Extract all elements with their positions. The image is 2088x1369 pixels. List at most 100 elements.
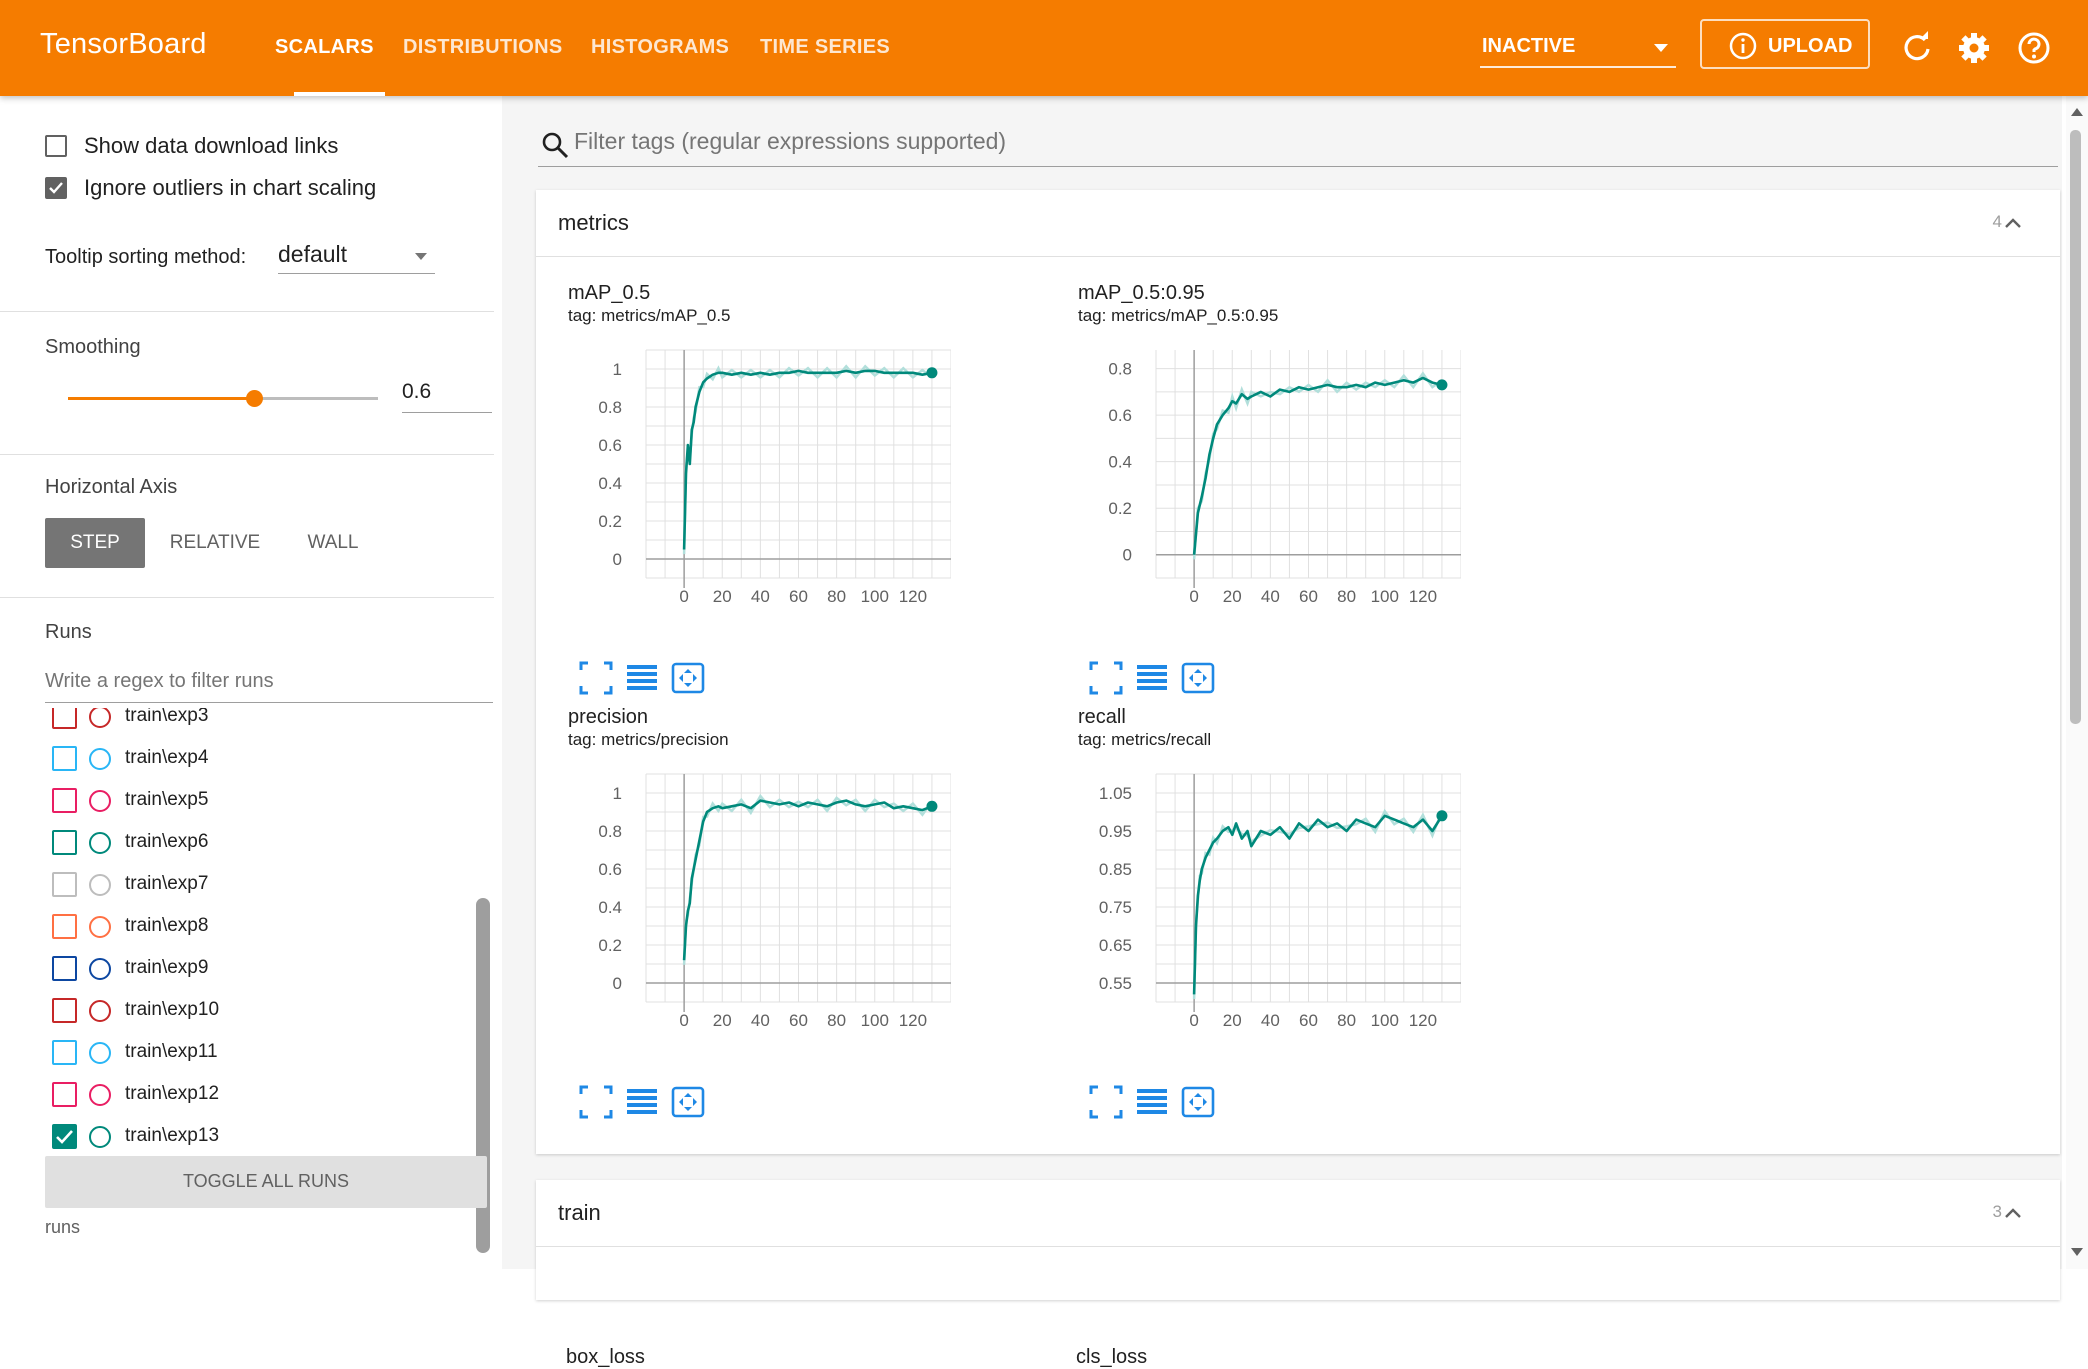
- axis-step-button[interactable]: STEP: [45, 518, 145, 568]
- tooltip-sorting-select[interactable]: default: [278, 239, 435, 274]
- scroll-up-icon[interactable]: [2071, 108, 2083, 116]
- run-item[interactable]: train\exp4: [50, 738, 470, 780]
- fit-domain-icon[interactable]: [1180, 660, 1216, 696]
- scalar-chart: recall tag: metrics/recall 0.55 0.65 0.75 0.8…: [1046, 706, 1546, 1126]
- tab-distributions[interactable]: DISTRIBUTIONS: [403, 36, 563, 58]
- chart-tag: tag: metrics/precision: [568, 730, 729, 749]
- run-color-icon[interactable]: [89, 1126, 111, 1148]
- y-tick-label: 0.8: [598, 822, 622, 841]
- run-label: train\exp3: [125, 708, 209, 726]
- last-point-marker: [926, 367, 938, 379]
- smoothing-slider-thumb[interactable]: [246, 390, 263, 407]
- x-tick-label: 0: [679, 587, 688, 602]
- run-color-icon[interactable]: [89, 874, 111, 896]
- run-item[interactable]: train\exp6: [50, 822, 470, 864]
- run-color-icon[interactable]: [89, 708, 111, 728]
- run-item[interactable]: train\exp11: [50, 1032, 470, 1074]
- log-scale-icon[interactable]: [624, 660, 660, 696]
- checkbox-unchecked-icon[interactable]: [52, 746, 77, 771]
- run-item[interactable]: train\exp9: [50, 948, 470, 990]
- fit-domain-icon[interactable]: [1180, 1084, 1216, 1120]
- run-item[interactable]: train\exp13: [50, 1116, 470, 1158]
- x-tick-label: 60: [1299, 1011, 1318, 1026]
- log-scale-icon[interactable]: [1134, 660, 1170, 696]
- section-header[interactable]: train 3: [536, 1180, 2060, 1247]
- fullscreen-icon[interactable]: [578, 1084, 614, 1120]
- settings-icon[interactable]: [1956, 30, 1992, 66]
- x-tick-label: 40: [751, 587, 770, 602]
- toggle-all-runs-button[interactable]: TOGGLE ALL RUNS: [45, 1156, 487, 1208]
- tab-time-series[interactable]: TIME SERIES: [760, 36, 890, 58]
- checkbox-unchecked-icon[interactable]: [52, 1040, 77, 1065]
- axis-relative-button[interactable]: RELATIVE: [169, 532, 261, 553]
- chart-plot[interactable]: 0 0.2 0.4 0.6 0.8 0 20 40 60 80 100 120: [1046, 332, 1461, 602]
- run-item[interactable]: train\exp3: [50, 708, 470, 738]
- log-scale-icon[interactable]: [1134, 1084, 1170, 1120]
- page-scrollbar-thumb[interactable]: [2070, 130, 2081, 724]
- y-tick-label: 0.6: [1108, 406, 1132, 425]
- chart-plot[interactable]: 0 0.2 0.4 0.6 0.8 1 0 20 40 60 80 100 120: [536, 756, 951, 1026]
- log-scale-icon[interactable]: [624, 1084, 660, 1120]
- checkbox-unchecked-icon[interactable]: [52, 1082, 77, 1107]
- run-item[interactable]: train\exp12: [50, 1074, 470, 1116]
- chart-plot[interactable]: 0.55 0.65 0.75 0.85 0.95 1.05 0 20 40 60 80 100 120: [1046, 756, 1461, 1026]
- run-color-icon[interactable]: [89, 832, 111, 854]
- checkbox-unchecked-icon[interactable]: [52, 830, 77, 855]
- chart-title: precision: [568, 706, 649, 728]
- run-item[interactable]: train\exp5: [50, 780, 470, 822]
- run-item[interactable]: train\exp8: [50, 906, 470, 948]
- x-tick-label: 120: [899, 1011, 927, 1026]
- series-line: [682, 799, 933, 961]
- y-tick-label: 0.8: [598, 398, 622, 417]
- run-color-icon[interactable]: [89, 916, 111, 938]
- run-color-icon[interactable]: [89, 1084, 111, 1106]
- tab-scalars[interactable]: SCALARS: [275, 36, 374, 58]
- run-color-icon[interactable]: [89, 958, 111, 980]
- checkbox-unchecked-icon[interactable]: [52, 914, 77, 939]
- fullscreen-icon[interactable]: [578, 660, 614, 696]
- checkbox-unchecked-icon[interactable]: [52, 956, 77, 981]
- run-label: train\exp9: [125, 957, 209, 978]
- checkbox-unchecked-icon[interactable]: [52, 708, 77, 729]
- chevron-up-icon[interactable]: [2004, 216, 2022, 230]
- checkbox-unchecked-icon[interactable]: [52, 788, 77, 813]
- section-count: 4: [1992, 212, 2002, 231]
- checkbox-unchecked-icon[interactable]: [52, 872, 77, 897]
- upload-button[interactable]: UPLOAD: [1700, 19, 1870, 69]
- smoothing-label: Smoothing: [45, 336, 141, 358]
- chevron-up-icon[interactable]: [2004, 1206, 2022, 1220]
- run-item[interactable]: train\exp7: [50, 864, 470, 906]
- checkbox-checked-icon[interactable]: [52, 1124, 77, 1149]
- run-item[interactable]: train\exp10: [50, 990, 470, 1032]
- run-label: train\exp8: [125, 915, 209, 936]
- runs-filter-input[interactable]: Write a regex to filter runs: [45, 666, 493, 703]
- scroll-down-icon[interactable]: [2071, 1248, 2083, 1256]
- section-header[interactable]: metrics 4: [536, 190, 2060, 257]
- x-tick-label: 80: [1337, 1011, 1356, 1026]
- fit-domain-icon[interactable]: [670, 660, 706, 696]
- tag-filter-input[interactable]: Filter tags (regular expressions support…: [538, 126, 2058, 167]
- run-color-icon[interactable]: [89, 1000, 111, 1022]
- train-section: train 3 box_loss cls_loss: [536, 1180, 2060, 1368]
- smoothing-input[interactable]: 0.6: [402, 374, 492, 413]
- run-color-icon[interactable]: [89, 748, 111, 770]
- help-icon[interactable]: [2016, 30, 2052, 66]
- x-tick-label: 60: [789, 1011, 808, 1026]
- fit-domain-icon[interactable]: [670, 1084, 706, 1120]
- run-label: train\exp6: [125, 831, 209, 852]
- x-tick-label: 40: [1261, 1011, 1280, 1026]
- x-tick-label: 120: [1409, 1011, 1437, 1026]
- x-tick-label: 0: [679, 1011, 688, 1026]
- checkbox-unchecked-icon[interactable]: [52, 998, 77, 1023]
- run-color-icon[interactable]: [89, 1042, 111, 1064]
- axis-wall-button[interactable]: WALL: [307, 532, 359, 553]
- fullscreen-icon[interactable]: [1088, 660, 1124, 696]
- fullscreen-icon[interactable]: [1088, 1084, 1124, 1120]
- x-tick-label: 20: [1223, 1011, 1242, 1026]
- refresh-icon[interactable]: [1899, 30, 1935, 66]
- y-tick-label: 0.4: [598, 898, 622, 917]
- run-color-icon[interactable]: [89, 790, 111, 812]
- inactive-plugins-select[interactable]: INACTIVE: [1480, 30, 1676, 68]
- tab-histograms[interactable]: HISTOGRAMS: [591, 36, 730, 58]
- chart-plot[interactable]: 0 0.2 0.4 0.6 0.8 1 0 20 40 60 80 100 120: [536, 332, 951, 602]
